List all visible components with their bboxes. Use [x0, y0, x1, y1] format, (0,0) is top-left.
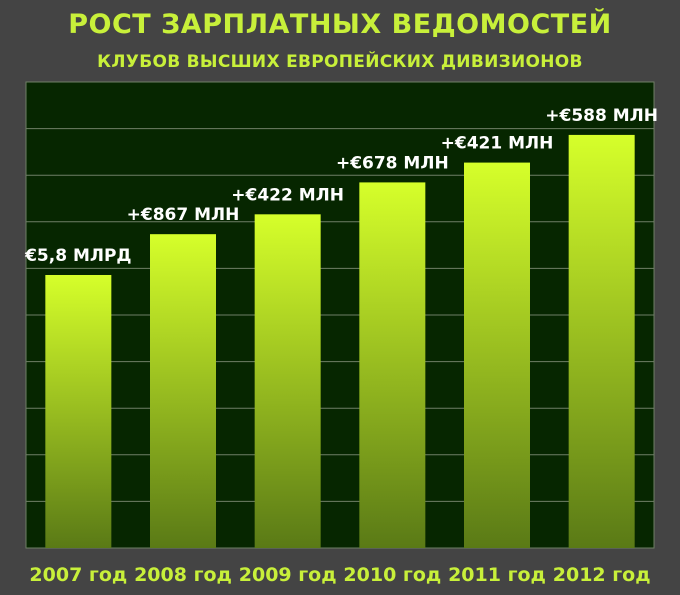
- bar-value-label: +€867 МЛН: [127, 205, 240, 225]
- x-tick-label: 2009 год: [239, 564, 337, 586]
- x-tick-label: 2010 год: [343, 564, 441, 586]
- x-axis-ticks: 2007 год 2008 год 2009 год 2010 год 2011 год…: [29, 564, 650, 586]
- chart-subtitle: КЛУБОВ ВЫСШИХ ЕВРОПЕЙСКИХ ДИВИЗИОНОВ: [97, 50, 583, 72]
- bar-value-label: €5,8 МЛРД: [24, 246, 132, 266]
- bar-value-label: +€588 МЛН: [545, 106, 658, 126]
- bar-value-label: +€421 МЛН: [441, 134, 554, 154]
- bar: [359, 182, 426, 548]
- x-tick-label: 2012 год: [553, 564, 651, 586]
- bar: [150, 234, 216, 548]
- grid-lines: [26, 128, 654, 502]
- x-tick-label: 2008 год: [134, 564, 232, 586]
- chart-title: РОСТ ЗАРПЛАТНЫХ ВЕДОМОСТЕЙ: [68, 8, 611, 40]
- bars: [45, 134, 635, 549]
- x-tick-label: 2007 год: [29, 564, 127, 586]
- bar: [568, 134, 635, 548]
- bar-value-label: +€678 МЛН: [336, 153, 449, 173]
- data-labels: €5,8 МЛРД +€867 МЛН+€422 МЛН +€678 МЛН+€42…: [24, 106, 658, 266]
- x-tick-label: 2011 год: [448, 564, 546, 586]
- bar: [464, 162, 530, 548]
- bar-value-label: +€422 МЛН: [231, 185, 344, 205]
- bar: [45, 274, 112, 548]
- bar: [254, 214, 321, 549]
